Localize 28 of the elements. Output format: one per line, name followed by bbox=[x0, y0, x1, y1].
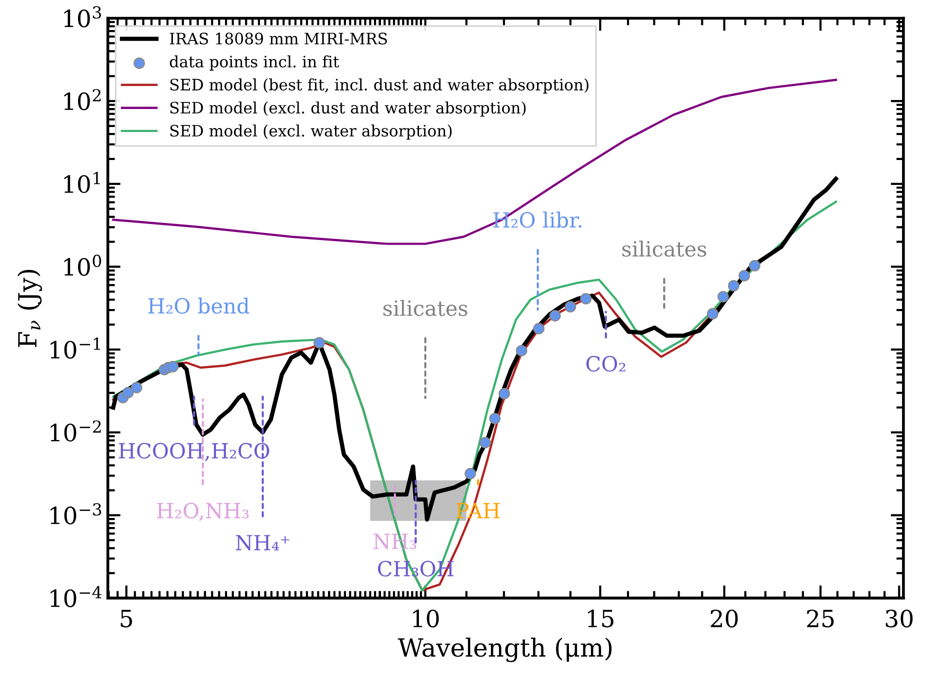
x-tick-label: 30 bbox=[886, 610, 913, 628]
y-tick-label: 10$^{2}$ bbox=[64, 89, 101, 110]
annotation: silicates bbox=[383, 300, 468, 316]
x-tick-label: 20 bbox=[710, 610, 738, 628]
annotation: H₂O bend bbox=[148, 298, 250, 314]
annotation: HCOOH,H₂CO bbox=[118, 442, 270, 462]
legend-label: SED model (excl. dust and water absorption) bbox=[170, 101, 526, 117]
legend-label: SED model (best fit, incl. dust and water absorption) bbox=[170, 78, 588, 94]
x-tick-label: 15 bbox=[588, 610, 614, 628]
y-tick-label: 10$^{−4}$ bbox=[50, 586, 102, 608]
legend-label: data points incl. in fit bbox=[170, 55, 340, 71]
annotation: silicates bbox=[622, 240, 706, 257]
y-tick-label: 10$^{1}$ bbox=[64, 172, 100, 194]
y-tick-label: 10$^{−2}$ bbox=[50, 420, 101, 442]
x-tick-label: 25 bbox=[807, 610, 834, 628]
legend-label: SED model (excl. water absorption) bbox=[170, 124, 452, 140]
x-tick-label: 10 bbox=[413, 610, 439, 628]
legend-label: IRAS 18089 mm MIRI-MRS bbox=[170, 32, 387, 44]
annotation: CO₂ bbox=[586, 356, 626, 372]
y-tick-label: 10$^{−3}$ bbox=[50, 503, 102, 524]
x-axis-title: Wavelength (μm) bbox=[398, 638, 612, 662]
annotation: H₂O,NH₃ bbox=[157, 502, 249, 522]
annotation: NH₄⁺ bbox=[236, 535, 290, 551]
y-tick-label: 10$^{0}$ bbox=[64, 254, 102, 276]
x-tick-label: 5 bbox=[120, 610, 132, 628]
y-axis-title: F$_{ν}$ (Jy) bbox=[17, 270, 42, 348]
y-tick-label: 10$^{−1}$ bbox=[50, 338, 100, 359]
y-tick-label: 10$^{3}$ bbox=[64, 6, 101, 28]
